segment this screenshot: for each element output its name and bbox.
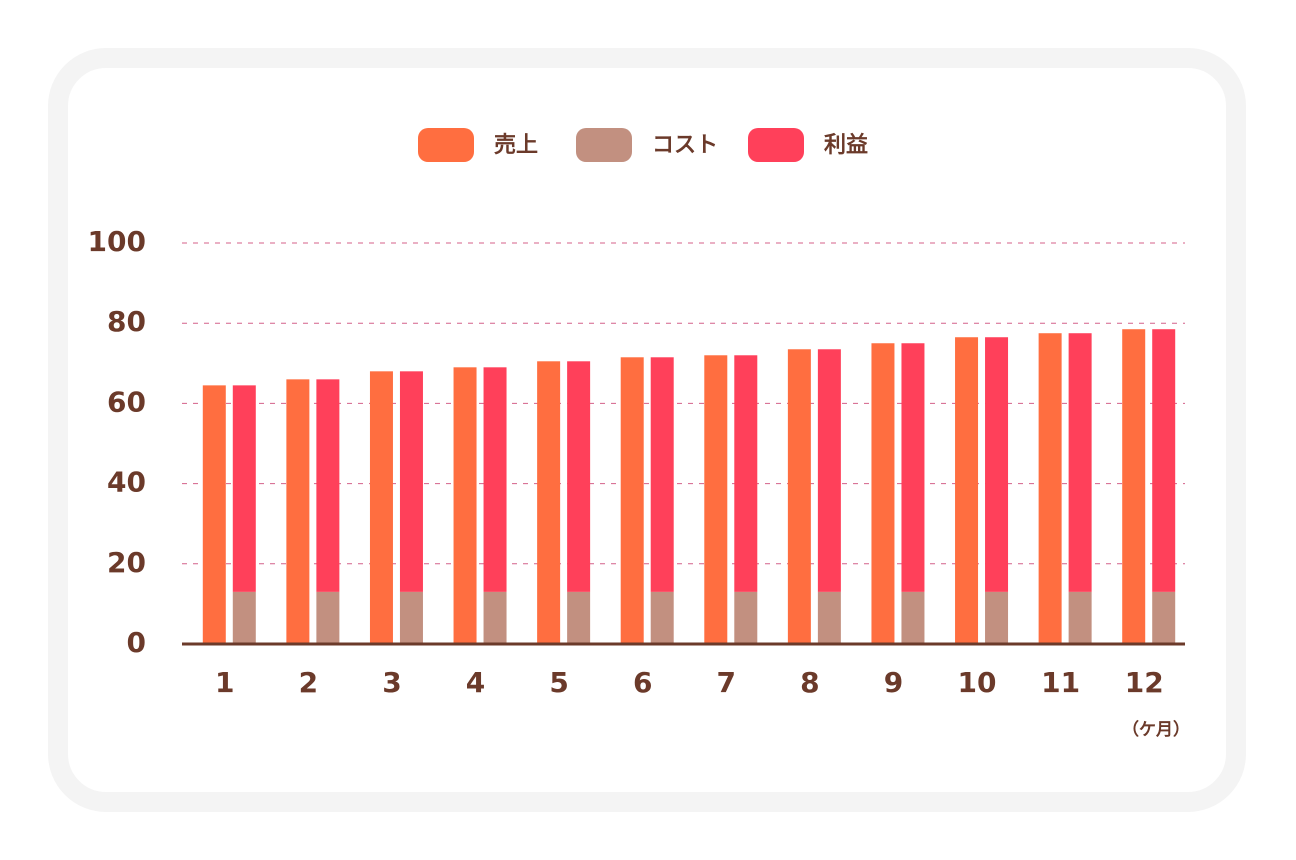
stacked-bar-segment: [650, 357, 674, 592]
bar: [369, 371, 393, 644]
bar: [620, 357, 644, 644]
legend-label: コスト: [652, 133, 718, 158]
stacked-bar-segment: [399, 591, 423, 644]
bar: [453, 367, 477, 644]
x-tick-label: 7: [717, 666, 736, 699]
legend-swatch: [748, 128, 804, 162]
stacked-bar-segment: [817, 349, 841, 592]
legend-label: 利益: [824, 132, 868, 158]
bar: [704, 355, 728, 644]
x-tick-label: 5: [549, 666, 568, 699]
bar: [537, 361, 561, 644]
y-tick-label: 20: [107, 546, 146, 579]
stacked-bar-segment: [985, 591, 1009, 644]
stacked-bar-segment: [399, 371, 423, 592]
card: [48, 48, 1246, 812]
bar: [1038, 333, 1062, 644]
bar: [286, 379, 310, 644]
x-tick-label: 6: [633, 666, 652, 699]
bar: [871, 343, 895, 644]
stacked-bar-segment: [650, 591, 674, 644]
stacked-bar-segment: [316, 379, 340, 592]
stacked-bar-segment: [1152, 591, 1176, 644]
x-tick-label: 4: [466, 666, 485, 699]
stacked-bar-segment: [901, 343, 925, 592]
legend-swatch: [576, 128, 632, 162]
x-tick-label: 10: [958, 666, 997, 699]
stacked-bar-segment: [901, 591, 925, 644]
stacked-bar-segment: [817, 591, 841, 644]
stacked-bar-segment: [232, 591, 256, 644]
stacked-bar-segment: [232, 385, 256, 592]
x-tick-label: 12: [1125, 666, 1164, 699]
stacked-bar-segment: [567, 361, 591, 592]
x-tick-label: 2: [299, 666, 318, 699]
x-tick-label: 3: [382, 666, 401, 699]
x-tick-label: 8: [800, 666, 819, 699]
stacked-bar-segment: [1068, 591, 1092, 644]
y-tick-label: 80: [107, 305, 146, 338]
stacked-bar-segment: [567, 591, 591, 644]
bar: [1122, 329, 1146, 644]
stacked-bar-segment: [734, 355, 758, 592]
y-tick-label: 40: [107, 466, 146, 499]
y-tick-label: 100: [88, 225, 146, 258]
bar: [787, 349, 811, 644]
legend-swatch: [418, 128, 474, 162]
legend-label: 売上: [494, 132, 538, 158]
stacked-bar-segment: [316, 591, 340, 644]
stacked-bar-segment: [1152, 329, 1176, 592]
stacked-bar-segment: [483, 367, 507, 592]
x-tick-label: 1: [215, 666, 234, 699]
bar: [202, 385, 226, 644]
x-tick-label: 9: [884, 666, 903, 699]
y-tick-label: 60: [107, 385, 146, 418]
stacked-bar-segment: [985, 337, 1009, 592]
stacked-bar-segment: [734, 591, 758, 644]
y-tick-label: 0: [127, 626, 146, 659]
stacked-bar-segment: [1068, 333, 1092, 592]
bar: [955, 337, 979, 644]
x-unit: （ケ月）: [1122, 719, 1190, 740]
x-tick-label: 11: [1041, 666, 1080, 699]
stacked-bar-segment: [483, 591, 507, 644]
